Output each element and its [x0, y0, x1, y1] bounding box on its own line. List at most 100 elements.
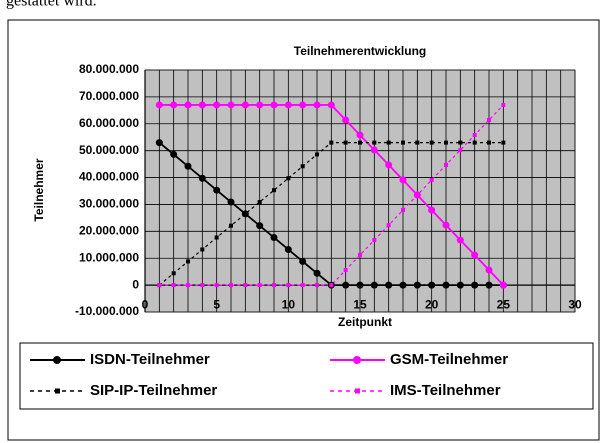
point — [257, 200, 262, 205]
point — [214, 283, 219, 288]
point — [386, 223, 391, 228]
point — [171, 283, 176, 288]
point — [399, 176, 407, 184]
point — [485, 281, 493, 289]
point — [313, 269, 321, 277]
point — [415, 193, 420, 198]
point — [370, 146, 378, 154]
chart-title: Teilnehmerentwicklung — [294, 44, 426, 58]
point — [213, 101, 221, 109]
point — [214, 235, 219, 240]
point — [458, 140, 463, 145]
x-tick-label: 10 — [282, 297, 296, 311]
point — [198, 174, 206, 182]
x-tick-label: 5 — [213, 297, 220, 311]
point — [372, 140, 377, 145]
point — [429, 140, 434, 145]
y-tick-label: 0 — [132, 277, 139, 291]
point — [415, 140, 420, 145]
point — [472, 140, 477, 145]
point — [444, 162, 448, 167]
point — [313, 101, 321, 109]
y-tick-label: 30.000.000 — [79, 197, 139, 211]
point — [300, 283, 305, 288]
legend-label: ISDN-Teilnehmer — [90, 351, 210, 368]
point — [270, 234, 278, 242]
point — [284, 245, 292, 253]
point — [343, 140, 348, 145]
legend-label: GSM-Teilnehmer — [390, 351, 508, 368]
point — [413, 281, 421, 289]
point — [342, 281, 350, 289]
point — [401, 140, 405, 145]
point — [342, 116, 350, 124]
x-tick-label: 20 — [425, 297, 439, 311]
point — [243, 211, 248, 216]
point — [444, 140, 448, 145]
point — [471, 281, 479, 289]
point — [499, 281, 507, 289]
y-tick-label: 10.000.000 — [79, 250, 139, 264]
point — [157, 283, 162, 288]
y-tick-label: -10.000.000 — [75, 304, 139, 318]
legend-marker — [355, 388, 360, 394]
point — [186, 259, 190, 264]
y-tick-label: 20.000.000 — [79, 224, 139, 238]
point — [227, 198, 235, 206]
x-axis-title: Zeitpunkt — [338, 315, 392, 329]
point — [256, 101, 264, 109]
legend-marker — [53, 356, 61, 364]
point — [229, 223, 233, 228]
point — [501, 140, 506, 145]
point — [356, 281, 364, 289]
point — [485, 266, 493, 274]
point — [356, 131, 364, 139]
point — [428, 206, 436, 214]
point — [270, 101, 278, 109]
legend-marker — [55, 388, 60, 394]
x-tick-label: 25 — [497, 297, 511, 311]
point — [487, 140, 491, 145]
point — [229, 283, 233, 288]
point — [184, 101, 192, 109]
point — [299, 257, 307, 265]
point — [372, 238, 377, 243]
point — [471, 251, 479, 259]
point — [399, 281, 407, 289]
y-tick-label: 70.000.000 — [79, 89, 139, 103]
point — [315, 283, 319, 288]
point — [456, 281, 464, 289]
point — [299, 101, 307, 109]
y-tick-label: 60.000.000 — [79, 116, 139, 130]
x-tick-label: 30 — [568, 297, 582, 311]
point — [442, 221, 450, 229]
point — [186, 283, 190, 288]
point — [327, 101, 335, 109]
point — [286, 176, 291, 181]
point — [385, 161, 393, 169]
point — [401, 208, 405, 213]
legend-label: SIP-IP-Teilnehmer — [90, 382, 217, 399]
point — [329, 140, 334, 145]
point — [284, 101, 292, 109]
point — [472, 133, 477, 138]
point — [487, 118, 491, 123]
x-tick-label: 15 — [353, 297, 367, 311]
point — [315, 152, 319, 157]
point — [370, 281, 378, 289]
point — [429, 177, 434, 182]
point — [442, 281, 450, 289]
point — [155, 101, 163, 109]
document-text: gestattet wird. — [6, 0, 97, 10]
point — [241, 101, 249, 109]
point — [171, 271, 176, 276]
point — [456, 236, 464, 244]
point — [358, 252, 362, 257]
legend-marker — [353, 356, 361, 364]
point — [386, 140, 391, 145]
point — [257, 283, 262, 288]
point — [198, 101, 206, 109]
point — [329, 283, 334, 288]
point — [501, 102, 506, 107]
